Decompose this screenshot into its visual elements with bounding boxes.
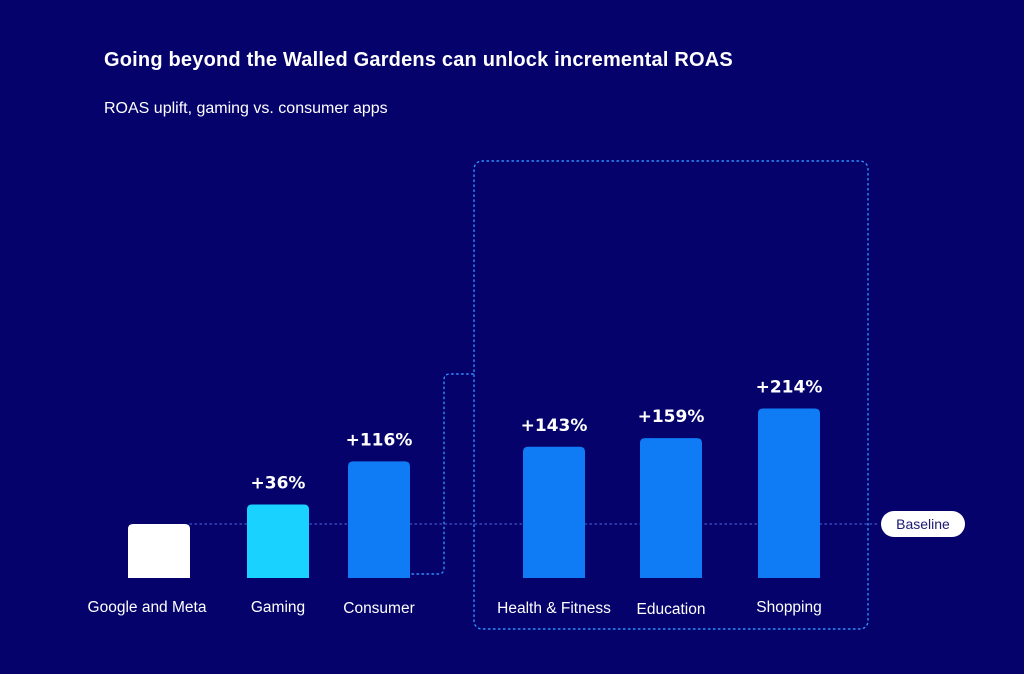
bar-google-and-meta [128,524,190,578]
chart-title: Going beyond the Walled Gardens can unlo… [104,49,733,71]
bar-consumer [348,461,410,578]
highlight-group-box [473,160,869,630]
category-label-gaming: Gaming [251,599,305,616]
bar-shopping [758,408,820,578]
category-label-health-fitness: Health & Fitness [497,600,611,617]
baseline-label: Baseline [881,511,965,537]
category-label-google-and-meta: Google and Meta [88,599,207,616]
value-label-gaming: +36% [251,474,306,494]
category-label-consumer: Consumer [343,600,415,617]
value-label-education: +159% [638,407,705,427]
category-label-shopping: Shopping [756,599,822,616]
value-label-shopping: +214% [756,377,823,397]
bar-education [640,438,702,578]
bar-health-fitness [523,446,585,578]
category-label-education: Education [637,601,706,618]
value-label-consumer: +116% [346,430,413,450]
bar-gaming [247,504,309,578]
group-connector-line [411,373,475,575]
chart-subtitle: ROAS uplift, gaming vs. consumer apps [104,100,388,117]
value-label-health-fitness: +143% [521,416,588,436]
